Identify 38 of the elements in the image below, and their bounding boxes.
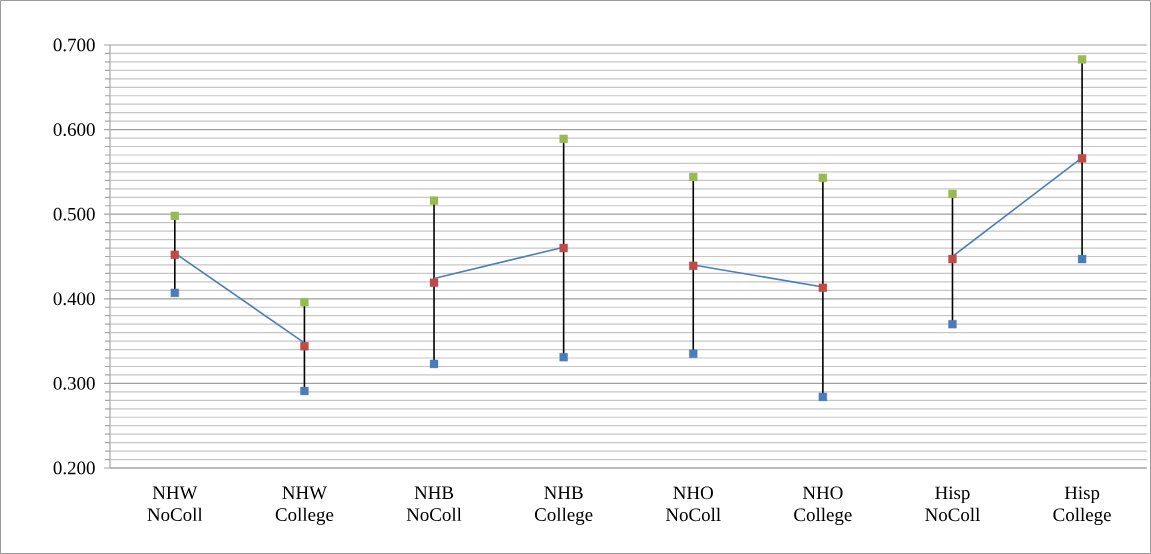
point — [429, 196, 439, 205]
point — [300, 386, 309, 396]
point — [170, 211, 179, 221]
point — [559, 243, 568, 253]
point — [1077, 154, 1087, 163]
point — [300, 342, 309, 351]
point — [429, 278, 439, 287]
point — [689, 261, 698, 270]
point — [948, 320, 957, 329]
point — [818, 173, 828, 182]
point — [170, 288, 179, 298]
point — [948, 189, 957, 199]
y-tick-label: 0.500 — [53, 207, 95, 221]
x-tick-label: NHO NoColl — [665, 486, 721, 522]
point — [818, 283, 828, 292]
point — [818, 392, 828, 402]
x-tick-label: NHB NoColl — [406, 486, 462, 522]
point — [429, 359, 439, 369]
x-tick-label: NHW NoColl — [147, 486, 203, 522]
y-tick-label: 0.200 — [53, 461, 95, 475]
point — [1077, 55, 1087, 64]
x-tick-label: NHB College — [534, 486, 593, 525]
x-tick-label: Hisp NoColl — [925, 486, 980, 522]
x-tick-label: Hisp College — [1053, 486, 1111, 526]
point — [689, 172, 698, 182]
x-tick-label: NHW College — [275, 486, 334, 525]
y-tick-label: 0.400 — [53, 292, 95, 306]
point — [300, 298, 309, 307]
point — [559, 134, 568, 144]
point — [948, 254, 957, 264]
point — [170, 250, 179, 259]
y-tick-label: 0.300 — [53, 376, 95, 390]
point — [559, 353, 568, 362]
point — [1077, 254, 1087, 264]
point — [689, 349, 698, 358]
y-tick-label: 0.700 — [53, 38, 95, 52]
x-tick-label: NHO College — [794, 486, 852, 526]
y-tick-label: 0.600 — [53, 123, 95, 137]
